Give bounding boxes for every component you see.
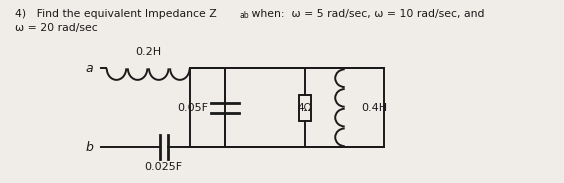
Text: 0.2H: 0.2H — [135, 46, 161, 57]
Text: 0.05F: 0.05F — [177, 103, 208, 113]
Text: 0.025F: 0.025F — [144, 162, 183, 172]
Text: when:  ω = 5 rad/sec, ω = 10 rad/sec, and: when: ω = 5 rad/sec, ω = 10 rad/sec, and — [248, 9, 484, 19]
Text: 0.4H: 0.4H — [362, 103, 387, 113]
Text: b: b — [85, 141, 93, 154]
Text: a: a — [85, 62, 93, 75]
Text: 4)   Find the equivalent Impedance Z: 4) Find the equivalent Impedance Z — [15, 9, 217, 19]
FancyBboxPatch shape — [299, 95, 311, 121]
Text: 4Ω: 4Ω — [298, 103, 312, 113]
Text: ω = 20 rad/sec: ω = 20 rad/sec — [15, 23, 98, 33]
Text: ab: ab — [239, 11, 249, 20]
